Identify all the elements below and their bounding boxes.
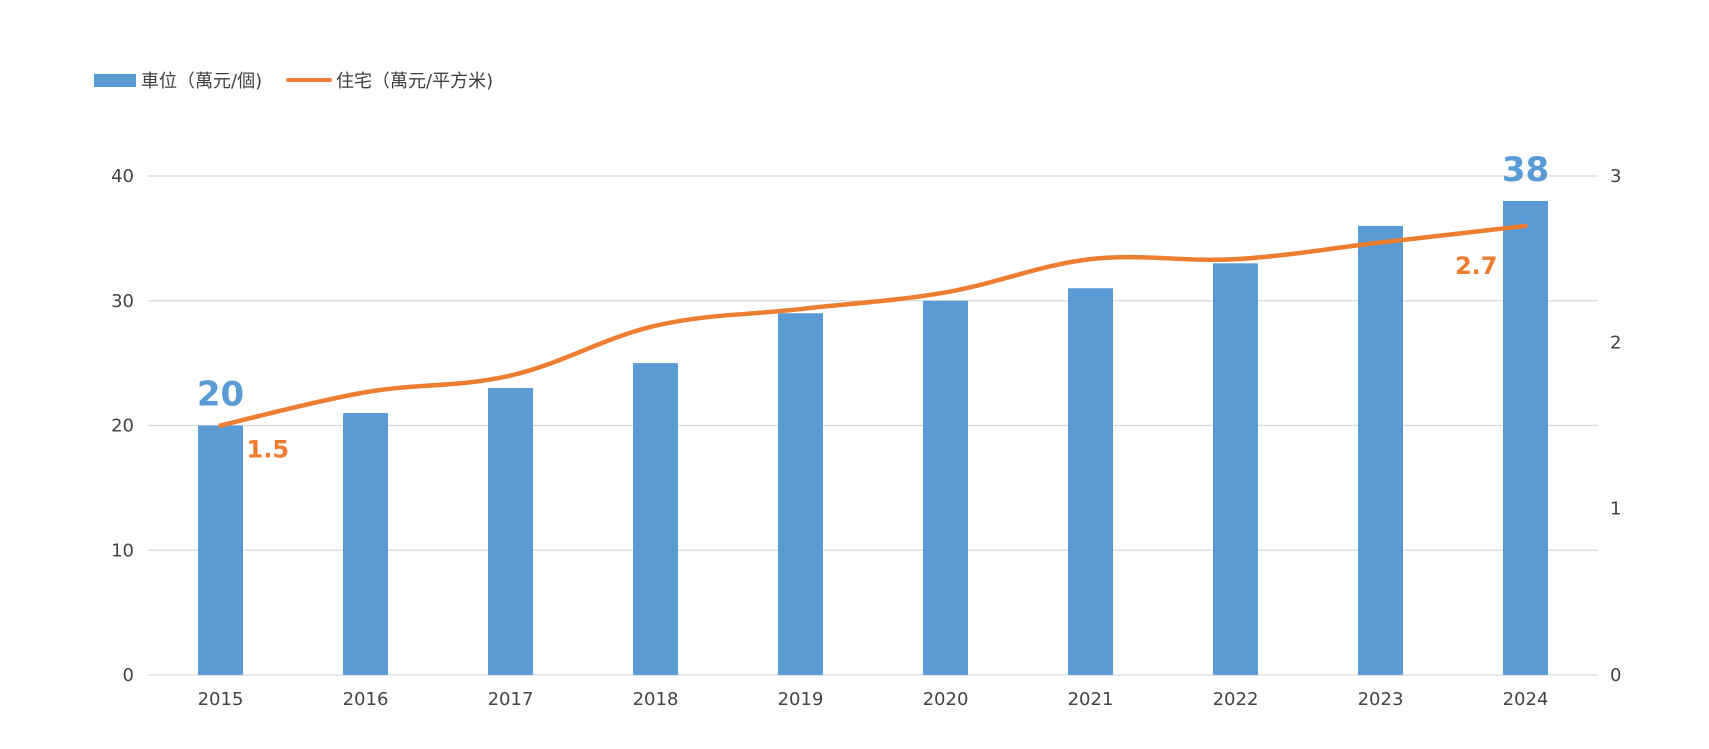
bar <box>198 425 243 675</box>
y-left-tick-label: 40 <box>111 166 134 187</box>
x-tick-label: 2015 <box>198 689 244 710</box>
y-left-tick-label: 10 <box>111 540 134 561</box>
x-tick-label: 2018 <box>633 689 679 710</box>
bar <box>488 388 533 675</box>
bar <box>1068 288 1113 675</box>
x-tick-label: 2017 <box>488 689 534 710</box>
y-axis-right: 0 1 2 3 <box>1610 166 1621 686</box>
legend: 車位（萬元/個) 住宅（萬元/平方米) <box>94 71 493 92</box>
x-tick-label: 2019 <box>778 689 824 710</box>
y-right-tick-label: 2 <box>1610 332 1621 353</box>
legend-label-bar: 車位（萬元/個) <box>141 71 262 92</box>
y-axis-left: 0 10 20 30 40 <box>111 166 134 686</box>
legend-swatch-bar <box>94 74 136 87</box>
y-left-tick-label: 30 <box>111 291 134 312</box>
bar <box>633 363 678 675</box>
x-axis: 2015 2016 2017 2018 2019 2020 2021 2022 2023 2024 <box>198 689 1549 710</box>
bar <box>778 313 823 675</box>
y-right-tick-label: 3 <box>1610 166 1621 187</box>
y-left-tick-label: 0 <box>123 665 134 686</box>
bar <box>1213 263 1258 675</box>
bar-data-label-last: 38 <box>1502 150 1549 190</box>
line-data-label-first: 1.5 <box>247 436 290 464</box>
y-left-tick-label: 20 <box>111 416 134 437</box>
x-tick-label: 2023 <box>1358 689 1404 710</box>
bar-series <box>198 200 1548 675</box>
line-data-label-last: 2.7 <box>1455 252 1498 280</box>
y-right-tick-label: 0 <box>1610 665 1621 686</box>
x-tick-label: 2016 <box>343 689 389 710</box>
x-tick-label: 2021 <box>1068 689 1114 710</box>
bar <box>1358 225 1403 675</box>
line-path <box>218 223 1528 428</box>
data-labels: 20 38 1.5 2.7 <box>197 150 1549 464</box>
line-series <box>218 223 1528 428</box>
bar-data-label-first: 20 <box>197 375 244 415</box>
bar <box>923 300 968 675</box>
x-tick-label: 2024 <box>1503 689 1549 710</box>
y-right-tick-label: 1 <box>1610 499 1621 520</box>
legend-label-line: 住宅（萬元/平方米) <box>336 71 493 92</box>
x-tick-label: 2020 <box>923 689 969 710</box>
bar <box>1503 200 1548 675</box>
x-tick-label: 2022 <box>1213 689 1259 710</box>
bar <box>343 413 388 675</box>
